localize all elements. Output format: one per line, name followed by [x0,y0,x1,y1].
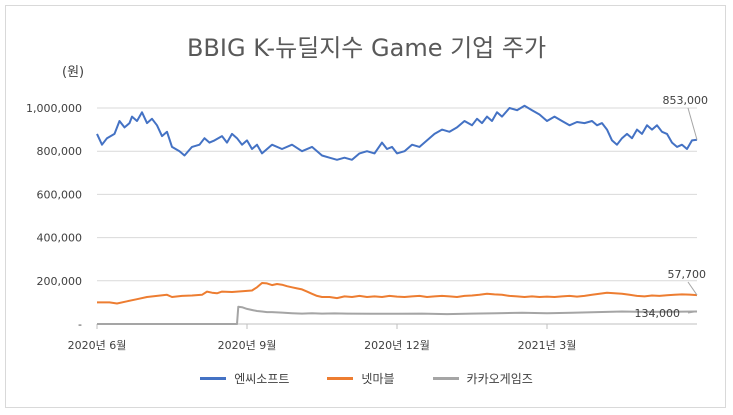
y-tick-label: 200,000 [37,275,83,288]
end-value-label: 853,000 [663,94,709,107]
legend-swatch [200,377,227,380]
chart-frame [5,5,726,408]
y-tick-label: 800,000 [37,145,83,158]
legend-label: 엔씨소프트 [234,372,290,386]
legend-item-netmarble: 넷마블 [327,370,395,387]
legend-label: 넷마블 [361,372,395,386]
y-unit-label: (원) [62,65,85,80]
legend-item-kakaogames: 카카오게임즈 [432,370,533,387]
leader-line [687,281,698,296]
series-line-1 [97,282,698,305]
end-value-label: 134,000 [635,307,681,320]
y-tick-label: - [78,318,82,331]
legend-label: 카카오게임즈 [466,372,533,386]
x-tick-label: 2020년 9월 [218,339,277,352]
series-line-2 [97,305,698,325]
leader-line [687,107,698,140]
chart-title: BBIG K-뉴딜지수 Game 기업 주가 [186,34,547,62]
legend-item-ncsoft: 엔씨소프트 [200,370,289,387]
leader-line [687,311,698,314]
legend: 엔씨소프트 넷마블 카카오게임즈 [0,370,733,387]
y-tick-label: 1,000,000 [26,102,82,115]
series-line-0 [96,104,698,161]
y-tick-label: 600,000 [37,188,83,201]
x-tick-label: 2021년 3월 [518,339,577,352]
x-tick-label: 2020년 6월 [68,339,127,352]
legend-swatch [327,377,354,380]
legend-swatch [432,377,459,380]
x-tick-label: 2020년 12월 [364,339,430,352]
end-value-label: 57,700 [668,268,707,281]
y-tick-label: 400,000 [37,232,83,245]
